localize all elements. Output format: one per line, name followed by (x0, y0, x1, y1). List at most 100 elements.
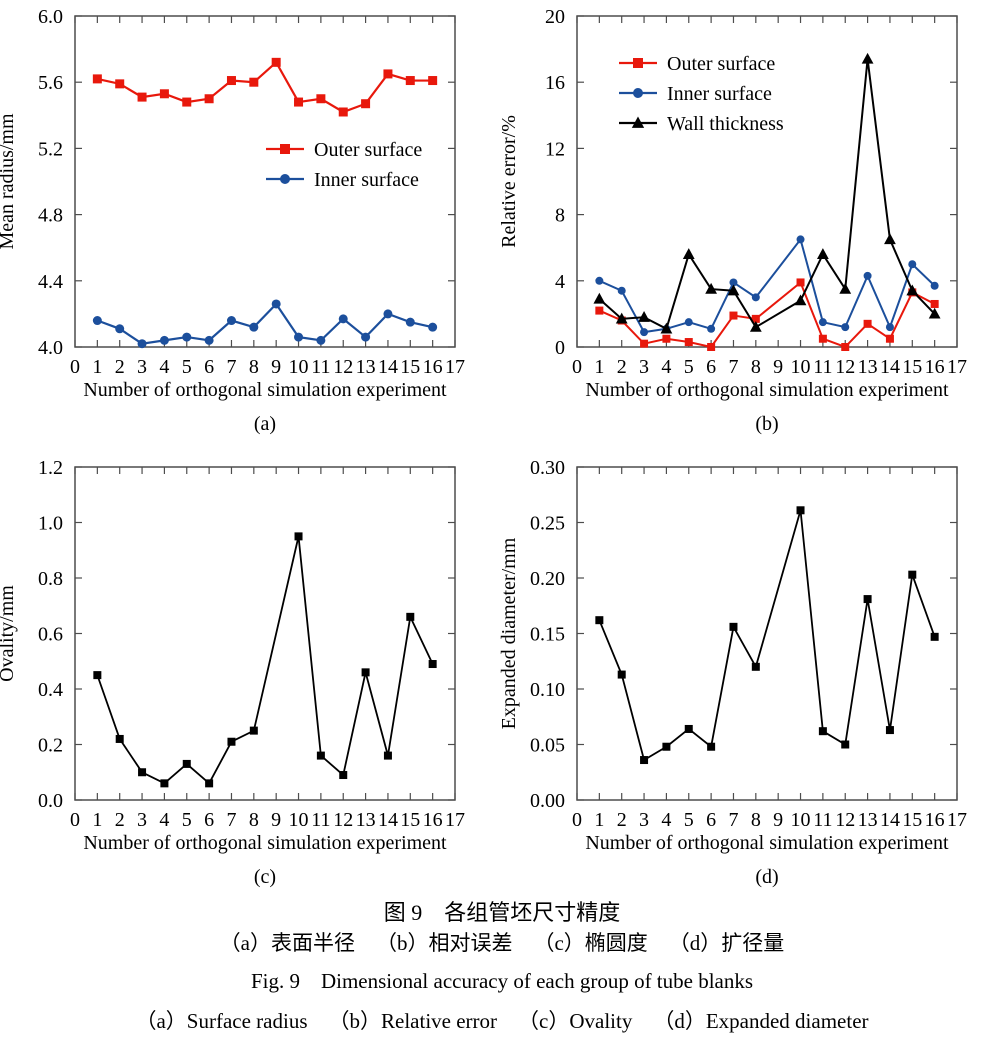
svg-text:16: 16 (423, 809, 443, 831)
svg-text:3: 3 (639, 356, 649, 378)
svg-text:16: 16 (925, 356, 945, 378)
svg-text:10: 10 (289, 809, 309, 831)
svg-text:11: 11 (813, 809, 832, 831)
svg-text:Number of orthogonal simulatio: Number of orthogonal simulation experime… (83, 379, 447, 401)
svg-text:0: 0 (572, 809, 582, 831)
svg-text:Number of orthogonal simulatio: Number of orthogonal simulation experime… (585, 379, 949, 401)
svg-text:8: 8 (555, 205, 565, 227)
svg-text:1: 1 (92, 809, 102, 831)
svg-text:Outer surface: Outer surface (667, 53, 775, 75)
svg-text:5.2: 5.2 (38, 138, 63, 160)
svg-text:1: 1 (594, 809, 604, 831)
svg-text:14: 14 (880, 809, 900, 831)
svg-text:8: 8 (751, 356, 761, 378)
svg-text:6: 6 (706, 356, 716, 378)
svg-text:20: 20 (545, 6, 565, 28)
svg-text:4: 4 (555, 271, 565, 293)
svg-text:0.00: 0.00 (530, 790, 565, 812)
svg-text:图 9 各组管坯尺寸精度: 图 9 各组管坯尺寸精度 (384, 900, 621, 925)
svg-text:4: 4 (159, 809, 169, 831)
svg-text:0.6: 0.6 (38, 624, 63, 646)
svg-text:3: 3 (137, 809, 147, 831)
svg-text:13: 13 (858, 809, 878, 831)
svg-text:7: 7 (226, 356, 236, 378)
svg-text:14: 14 (378, 809, 398, 831)
svg-text:(c): (c) (254, 866, 276, 888)
svg-text:（a）Surface radius （b）Relative: （a）Surface radius （b）Relative error （c）O… (135, 1009, 868, 1033)
svg-text:(d): (d) (755, 866, 778, 888)
svg-text:17: 17 (445, 809, 465, 831)
svg-text:4: 4 (159, 356, 169, 378)
svg-text:0.30: 0.30 (530, 457, 565, 479)
svg-text:3: 3 (137, 356, 147, 378)
svg-text:Inner surface: Inner surface (667, 83, 772, 105)
svg-text:5: 5 (182, 809, 192, 831)
svg-text:10: 10 (791, 356, 811, 378)
svg-text:15: 15 (902, 809, 922, 831)
svg-text:Number of orthogonal simulatio: Number of orthogonal simulation experime… (585, 832, 949, 854)
svg-text:4.4: 4.4 (38, 271, 63, 293)
svg-text:1: 1 (92, 356, 102, 378)
svg-text:15: 15 (400, 809, 420, 831)
svg-text:4: 4 (661, 809, 671, 831)
svg-text:0.10: 0.10 (530, 679, 565, 701)
svg-text:1.2: 1.2 (38, 457, 63, 479)
svg-text:12: 12 (835, 809, 855, 831)
svg-text:14: 14 (378, 356, 398, 378)
svg-text:Number of orthogonal simulatio: Number of orthogonal simulation experime… (83, 832, 447, 854)
svg-text:17: 17 (947, 809, 967, 831)
svg-text:0: 0 (572, 356, 582, 378)
svg-text:0.20: 0.20 (530, 568, 565, 590)
svg-text:12: 12 (835, 356, 855, 378)
svg-text:0.4: 0.4 (38, 679, 63, 701)
svg-text:8: 8 (751, 809, 761, 831)
svg-text:7: 7 (226, 809, 236, 831)
svg-text:0.15: 0.15 (530, 624, 565, 646)
svg-text:0.8: 0.8 (38, 568, 63, 590)
svg-text:14: 14 (880, 356, 900, 378)
svg-text:10: 10 (791, 809, 811, 831)
svg-text:12: 12 (333, 809, 353, 831)
svg-text:5: 5 (684, 356, 694, 378)
svg-text:15: 15 (902, 356, 922, 378)
svg-text:0.25: 0.25 (530, 513, 565, 535)
svg-text:7: 7 (728, 356, 738, 378)
svg-text:4: 4 (661, 356, 671, 378)
svg-text:15: 15 (400, 356, 420, 378)
svg-text:9: 9 (271, 809, 281, 831)
svg-text:4.8: 4.8 (38, 205, 63, 227)
svg-text:Expanded diameter/mm: Expanded diameter/mm (498, 537, 520, 729)
svg-text:2: 2 (617, 356, 627, 378)
svg-text:13: 13 (356, 809, 376, 831)
svg-text:12: 12 (545, 138, 565, 160)
svg-text:Mean radius/mm: Mean radius/mm (0, 113, 18, 250)
svg-text:2: 2 (617, 809, 627, 831)
svg-text:17: 17 (445, 356, 465, 378)
svg-text:0.0: 0.0 (38, 790, 63, 812)
svg-text:16: 16 (423, 356, 443, 378)
svg-text:5.6: 5.6 (38, 72, 63, 94)
svg-text:12: 12 (333, 356, 353, 378)
svg-text:9: 9 (773, 356, 783, 378)
svg-text:0: 0 (555, 337, 565, 359)
svg-text:8: 8 (249, 356, 259, 378)
svg-text:2: 2 (115, 356, 125, 378)
svg-text:2: 2 (115, 809, 125, 831)
svg-text:10: 10 (289, 356, 309, 378)
svg-text:7: 7 (728, 809, 738, 831)
svg-text:6: 6 (204, 356, 214, 378)
svg-text:11: 11 (311, 809, 330, 831)
svg-text:9: 9 (773, 809, 783, 831)
svg-text:5: 5 (684, 809, 694, 831)
svg-text:0: 0 (70, 809, 80, 831)
svg-text:Ovality/mm: Ovality/mm (0, 585, 18, 682)
svg-text:4.0: 4.0 (38, 337, 63, 359)
svg-text:0.2: 0.2 (38, 735, 63, 757)
svg-text:16: 16 (925, 809, 945, 831)
svg-text:0.05: 0.05 (530, 735, 565, 757)
svg-text:8: 8 (249, 809, 259, 831)
svg-text:(a): (a) (254, 413, 276, 435)
svg-text:1: 1 (594, 356, 604, 378)
svg-text:0: 0 (70, 356, 80, 378)
svg-text:6: 6 (204, 809, 214, 831)
